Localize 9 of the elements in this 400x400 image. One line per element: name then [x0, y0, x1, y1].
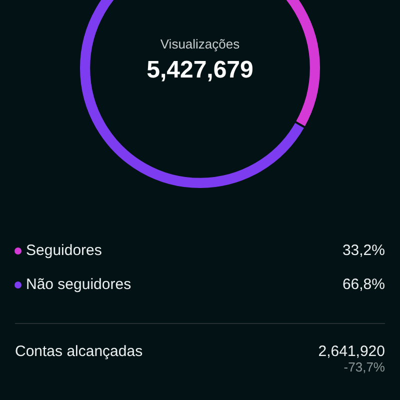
text: 2,641,920 [318, 343, 385, 360]
text: Visualizações [160, 36, 240, 52]
text: 5,427,679 [146, 56, 254, 84]
data-label: 66,8% [342, 276, 385, 294]
text: -73,7% [344, 360, 386, 375]
legend-label: Não seguidores [26, 276, 132, 294]
legend-label: Seguidores [26, 242, 102, 260]
text: Contas alcançadas [15, 343, 143, 360]
data-label: 33,2% [342, 242, 385, 260]
